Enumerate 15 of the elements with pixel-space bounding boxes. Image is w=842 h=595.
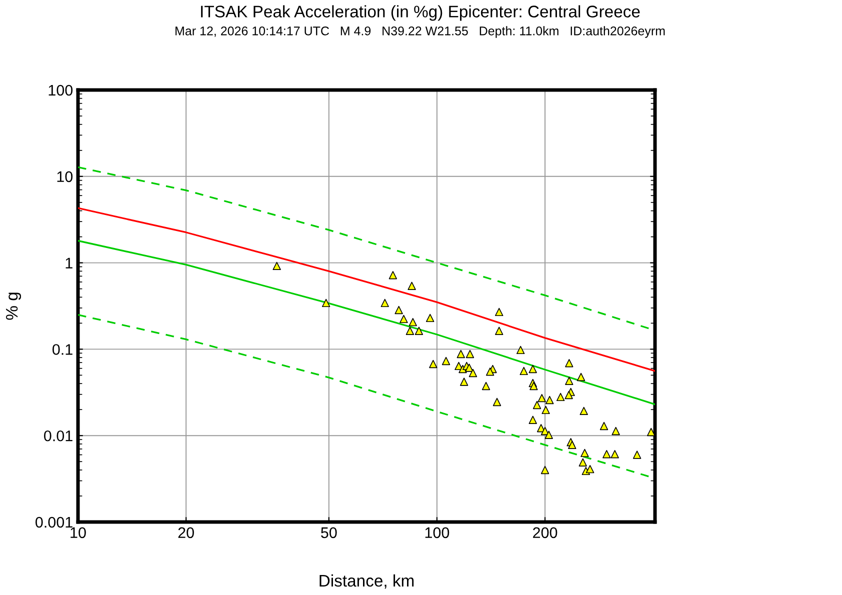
- x-tick-label: 50: [321, 527, 337, 538]
- y-axis-title: % g: [6, 292, 22, 320]
- x-tick-label: 200: [533, 527, 558, 538]
- y-tick-label: 10: [57, 171, 73, 182]
- chart-subtitle: Mar 12, 2026 10:14:17 UTC M 4.9 N39.22 W21.55 Depth: 11.0km ID:auth2026eyrm: [176, 26, 665, 38]
- chart-title: ITSAK Peak Acceleration (in %g) Epicenter: Central Greece: [201, 5, 640, 21]
- x-tick-label: 10: [70, 527, 86, 538]
- y-tick-label: 0.001: [36, 516, 72, 528]
- x-tick-label: 20: [178, 527, 194, 538]
- y-tick-label: 1: [66, 258, 72, 268]
- y-tick-label: 100: [48, 84, 73, 96]
- y-tick-label: 0.01: [44, 430, 72, 442]
- x-axis-title: Distance, km: [320, 574, 414, 589]
- x-tick-label: 100: [425, 527, 450, 538]
- y-tick-label: 0.1: [52, 344, 72, 355]
